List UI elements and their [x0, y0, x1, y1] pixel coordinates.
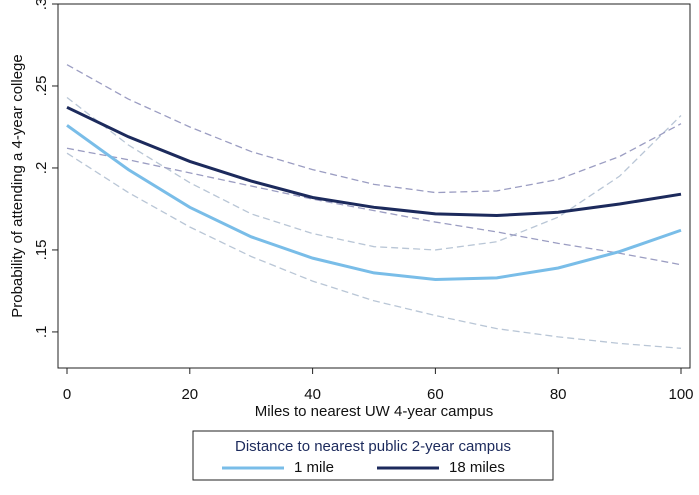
x-tick-label: 20 — [181, 386, 198, 403]
legend-box — [192, 430, 554, 481]
x-tick-label: 0 — [63, 386, 71, 403]
y-tick-label: .3 — [33, 0, 50, 10]
x-tick-label: 40 — [304, 386, 321, 403]
confidence-band — [66, 152, 682, 349]
y-tick-label: .25 — [33, 76, 50, 97]
series-line — [66, 124, 682, 281]
y-tick-label: .1 — [33, 326, 50, 339]
x-tick-label: 60 — [427, 386, 444, 403]
legend-title: Distance to nearest public 2-year campus — [235, 438, 511, 455]
y-tick-label: .2 — [33, 162, 50, 175]
legend-label: 1 mile — [294, 459, 334, 476]
series-line — [66, 105, 682, 218]
x-tick-label: 80 — [550, 386, 567, 403]
confidence-band — [66, 147, 682, 266]
confidence-band — [66, 64, 682, 194]
y-axis-title: Probability of attending a 4-year colleg… — [9, 54, 26, 318]
legend-label: 18 miles — [449, 459, 505, 476]
confidence-band — [66, 96, 682, 251]
plot-frame — [57, 3, 691, 369]
x-tick-label: 100 — [668, 386, 693, 403]
x-axis-title: Miles to nearest UW 4-year campus — [255, 403, 493, 420]
y-tick-label: .15 — [33, 240, 50, 261]
